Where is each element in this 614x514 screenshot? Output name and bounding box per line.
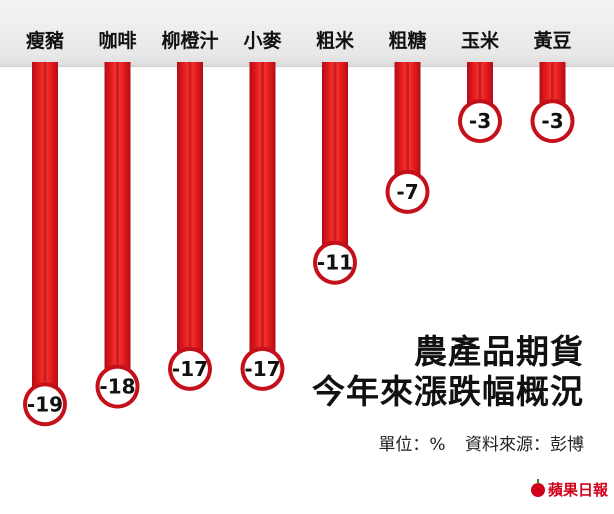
value-circle xyxy=(172,350,208,387)
value-circle xyxy=(534,103,571,140)
category-label: 咖啡 xyxy=(98,29,136,52)
brand-logo: 蘋果日報 xyxy=(530,478,608,500)
value-circle xyxy=(317,244,353,281)
value-circle xyxy=(389,173,426,210)
bar-shadow-line xyxy=(551,62,554,100)
bar-shadow-line xyxy=(188,62,192,347)
category-label: 玉米 xyxy=(461,29,500,52)
chart-title: 農產品期貨 xyxy=(414,332,584,371)
category-label: 黃豆 xyxy=(533,29,571,52)
brand-name: 蘋果日報 xyxy=(547,481,608,499)
data-label: -17 xyxy=(172,357,208,381)
data-label: -18 xyxy=(99,375,135,399)
value-circle xyxy=(99,368,136,405)
bar-shadow-line xyxy=(116,62,119,365)
bar-shadow-line xyxy=(333,62,337,241)
bar-shadow-line xyxy=(43,62,47,383)
bar-shadow-line xyxy=(478,62,482,100)
source-line: 單位：% 資料來源：彭博 xyxy=(378,430,584,455)
source-note: 資料來源：彭博 xyxy=(465,435,584,455)
data-label: -19 xyxy=(27,392,63,416)
chart-subtitle: 今年來漲跌幅概況 xyxy=(312,372,584,411)
value-circle xyxy=(244,350,281,387)
data-label: -7 xyxy=(396,180,418,204)
value-circle xyxy=(27,386,63,423)
data-label: -3 xyxy=(541,109,563,133)
category-label: 粗糖 xyxy=(388,29,426,52)
chart-title-block: 農產品期貨 今年來漲跌幅概況 xyxy=(312,332,584,412)
category-label: 柳橙汁 xyxy=(161,29,218,52)
category-header-band xyxy=(0,0,614,67)
unit-note: 單位：% xyxy=(378,435,446,455)
bar-shadow-line xyxy=(406,62,409,170)
data-label: -3 xyxy=(469,109,491,133)
category-label: 小麥 xyxy=(243,29,282,52)
data-label: -17 xyxy=(244,357,280,381)
bar-shadow-line xyxy=(261,62,264,347)
value-circle xyxy=(462,103,498,140)
category-label: 瘦豬 xyxy=(26,29,64,52)
apple-icon xyxy=(530,478,545,497)
data-label: -11 xyxy=(317,251,353,275)
category-label: 粗米 xyxy=(316,29,355,52)
